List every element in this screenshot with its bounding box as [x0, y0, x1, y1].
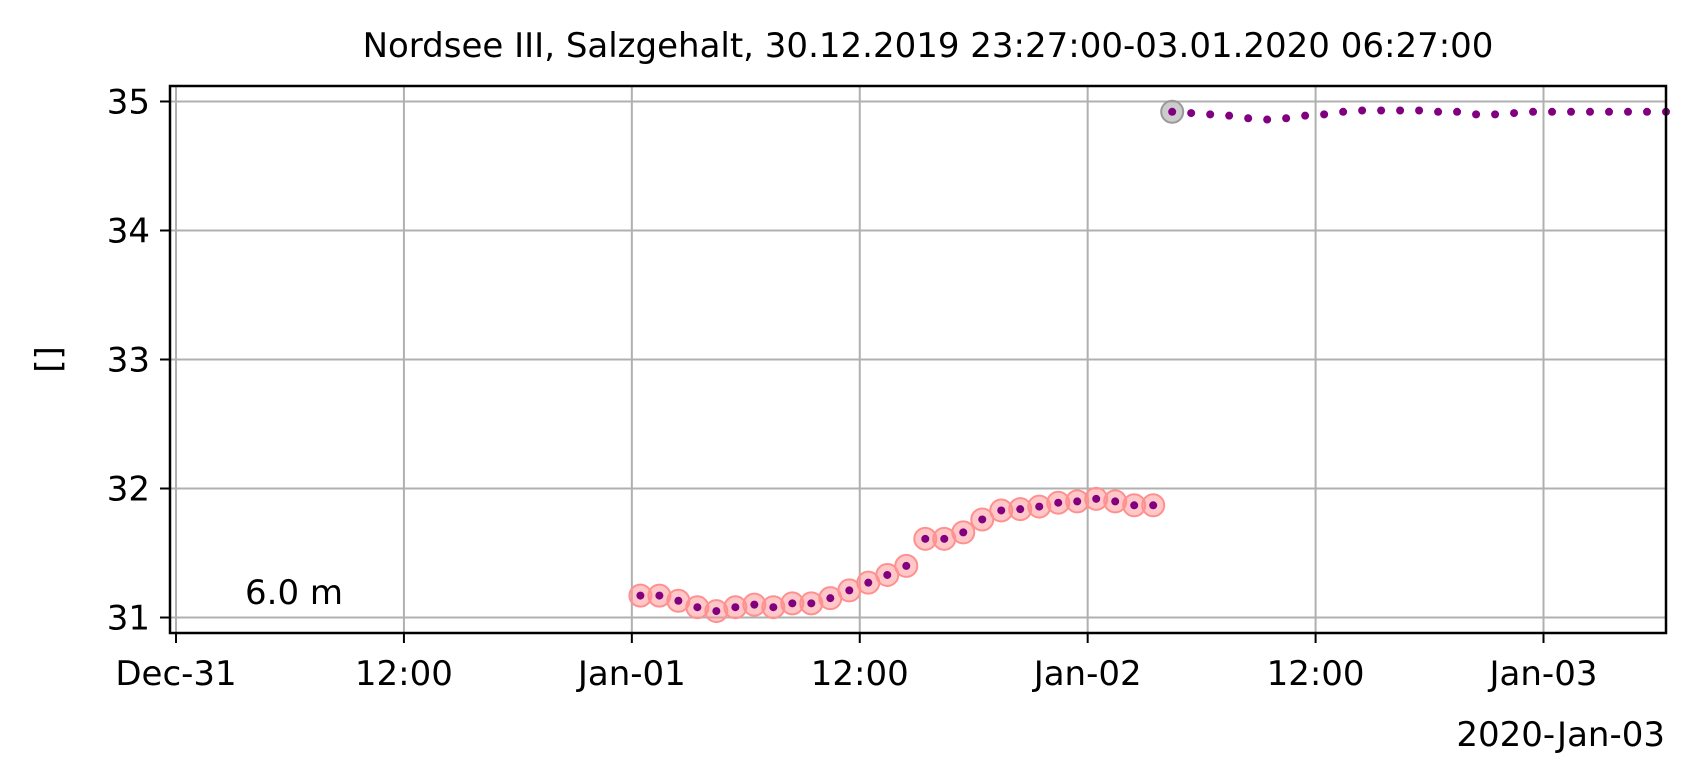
chart-title: Nordsee III, Salzgehalt, 30.12.2019 23:2… — [363, 26, 1494, 66]
data-point — [1472, 110, 1481, 119]
data-point — [1225, 111, 1234, 120]
data-point — [1282, 114, 1291, 123]
data-point — [1320, 110, 1329, 119]
data-point — [997, 506, 1006, 515]
data-point — [1016, 505, 1025, 514]
data-point — [883, 570, 892, 579]
data-point — [1035, 502, 1044, 511]
data-point — [731, 603, 740, 612]
data-point — [693, 603, 702, 612]
data-point — [1396, 106, 1405, 115]
depth-annotation: 6.0 m — [245, 573, 343, 613]
data-point — [1510, 109, 1519, 118]
y-axis-label: [] — [29, 346, 69, 373]
data-point — [1453, 107, 1462, 116]
x-tick-label: 12:00 — [1267, 654, 1365, 694]
data-point — [1548, 107, 1557, 116]
data-point — [1624, 107, 1633, 116]
data-point — [1130, 501, 1139, 510]
data-point — [712, 607, 721, 616]
data-points — [628, 99, 1670, 624]
data-point — [902, 561, 911, 570]
data-point — [940, 534, 949, 543]
y-tick-label: 34 — [107, 211, 150, 251]
data-point — [1092, 494, 1101, 503]
y-tick-label: 32 — [107, 470, 150, 510]
grid — [170, 86, 1666, 633]
data-point — [636, 591, 645, 600]
data-point — [1586, 107, 1595, 116]
data-point — [921, 534, 930, 543]
data-point — [1605, 107, 1614, 116]
data-point — [1339, 107, 1348, 116]
x-axis: Dec-31 12:00 Jan-01 12:00 Jan-02 12:00 Jan-03 — [115, 633, 1597, 694]
data-point — [1377, 106, 1386, 115]
y-tick-label: 35 — [107, 82, 150, 122]
data-point — [1263, 115, 1272, 124]
x-axis-offset-label: 2020-Jan-03 — [1456, 715, 1665, 755]
data-point — [1168, 107, 1177, 116]
x-tick-label: Jan-01 — [576, 654, 686, 694]
x-tick-label: 12:00 — [811, 654, 909, 694]
data-point — [1567, 107, 1576, 116]
data-point — [864, 578, 873, 587]
data-point — [1491, 110, 1500, 119]
data-point — [655, 591, 664, 600]
x-tick-label: Jan-03 — [1488, 654, 1598, 694]
x-tick-label: Jan-02 — [1032, 654, 1142, 694]
data-point — [750, 600, 759, 609]
x-tick-label: Dec-31 — [115, 654, 236, 694]
data-point — [1111, 497, 1120, 506]
data-point — [1301, 111, 1310, 120]
data-point — [978, 515, 987, 524]
data-point — [807, 599, 816, 608]
x-tick-label: 12:00 — [355, 654, 453, 694]
y-axis: 31 32 33 34 35 — [107, 82, 170, 639]
data-point — [1415, 106, 1424, 115]
data-point — [1149, 501, 1158, 510]
data-point — [1529, 107, 1538, 116]
y-tick-label: 31 — [107, 599, 150, 639]
y-tick-label: 33 — [107, 341, 150, 381]
data-point — [1434, 107, 1443, 116]
data-point — [1206, 110, 1215, 119]
data-point — [1643, 107, 1652, 116]
data-point — [826, 594, 835, 603]
data-point — [1187, 109, 1196, 118]
data-point — [1073, 497, 1082, 506]
data-point — [1244, 114, 1253, 123]
data-point — [674, 596, 683, 605]
data-point — [1054, 498, 1063, 507]
data-point — [1358, 106, 1367, 115]
data-point — [845, 586, 854, 595]
data-point — [788, 599, 797, 608]
data-point — [959, 528, 968, 537]
data-point — [769, 603, 778, 612]
